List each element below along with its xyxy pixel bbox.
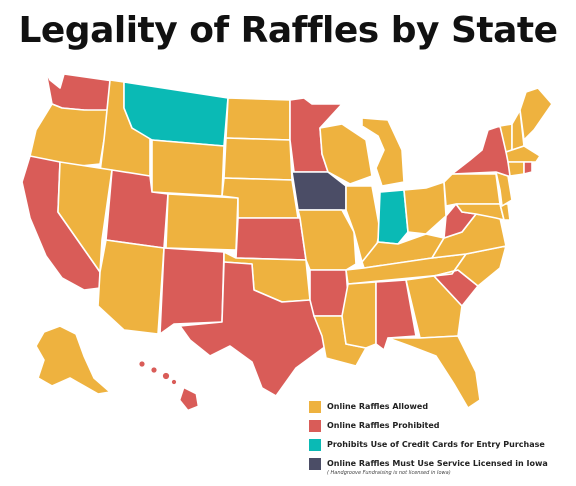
state-WI[interactable]: [319, 123, 373, 185]
state-FL[interactable]: [387, 335, 481, 409]
legend-item-allowed: Online Raffles Allowed: [309, 401, 548, 413]
legend-item-credit: Prohibits Use of Credit Cards for Entry …: [309, 439, 548, 451]
state-MA[interactable]: [505, 145, 541, 163]
state-AR[interactable]: [309, 269, 349, 317]
state-PA[interactable]: [443, 173, 501, 207]
state-HI[interactable]: [138, 360, 199, 411]
state-IN[interactable]: [377, 189, 409, 245]
map-legend: Online Raffles Allowed Online Raffles Pr…: [309, 401, 548, 483]
state-CO[interactable]: [165, 193, 239, 251]
legend-item-iowa: Online Raffles Must Use Service Licensed…: [309, 458, 548, 476]
state-ME[interactable]: [519, 87, 553, 141]
state-OH[interactable]: [403, 181, 447, 235]
legend-note: ( Handgroove Fundraising is not licensed…: [327, 470, 451, 476]
legend-swatch: [309, 458, 321, 470]
legend-label-text: Online Raffles Must Use Service Licensed…: [327, 459, 548, 468]
state-MI[interactable]: [361, 117, 405, 187]
state-NM[interactable]: [159, 247, 225, 335]
legend-swatch: [309, 401, 321, 413]
state-MS[interactable]: [341, 281, 377, 349]
state-NV[interactable]: [57, 161, 113, 273]
legend-label: Online Raffles Must Use Service Licensed…: [327, 458, 548, 476]
state-WY[interactable]: [151, 139, 225, 197]
legend-label: Online Raffles Allowed: [327, 402, 429, 411]
state-KS[interactable]: [235, 217, 307, 261]
legend-swatch: [309, 420, 321, 432]
map-title: Legality of Raffles by State: [18, 10, 558, 51]
state-AZ[interactable]: [97, 239, 165, 335]
state-MO[interactable]: [297, 209, 357, 271]
legend-label: Prohibits Use of Credit Cards for Entry …: [327, 440, 545, 449]
legend-item-prohibited: Online Raffles Prohibited: [309, 420, 548, 432]
state-AK[interactable]: [35, 325, 111, 395]
state-TX[interactable]: [179, 261, 327, 397]
legend-label: Online Raffles Prohibited: [327, 421, 440, 430]
legend-swatch: [309, 439, 321, 451]
state-ND[interactable]: [225, 97, 291, 141]
state-RI[interactable]: [523, 161, 533, 175]
state-SD[interactable]: [223, 137, 293, 181]
state-CT[interactable]: [507, 161, 525, 177]
